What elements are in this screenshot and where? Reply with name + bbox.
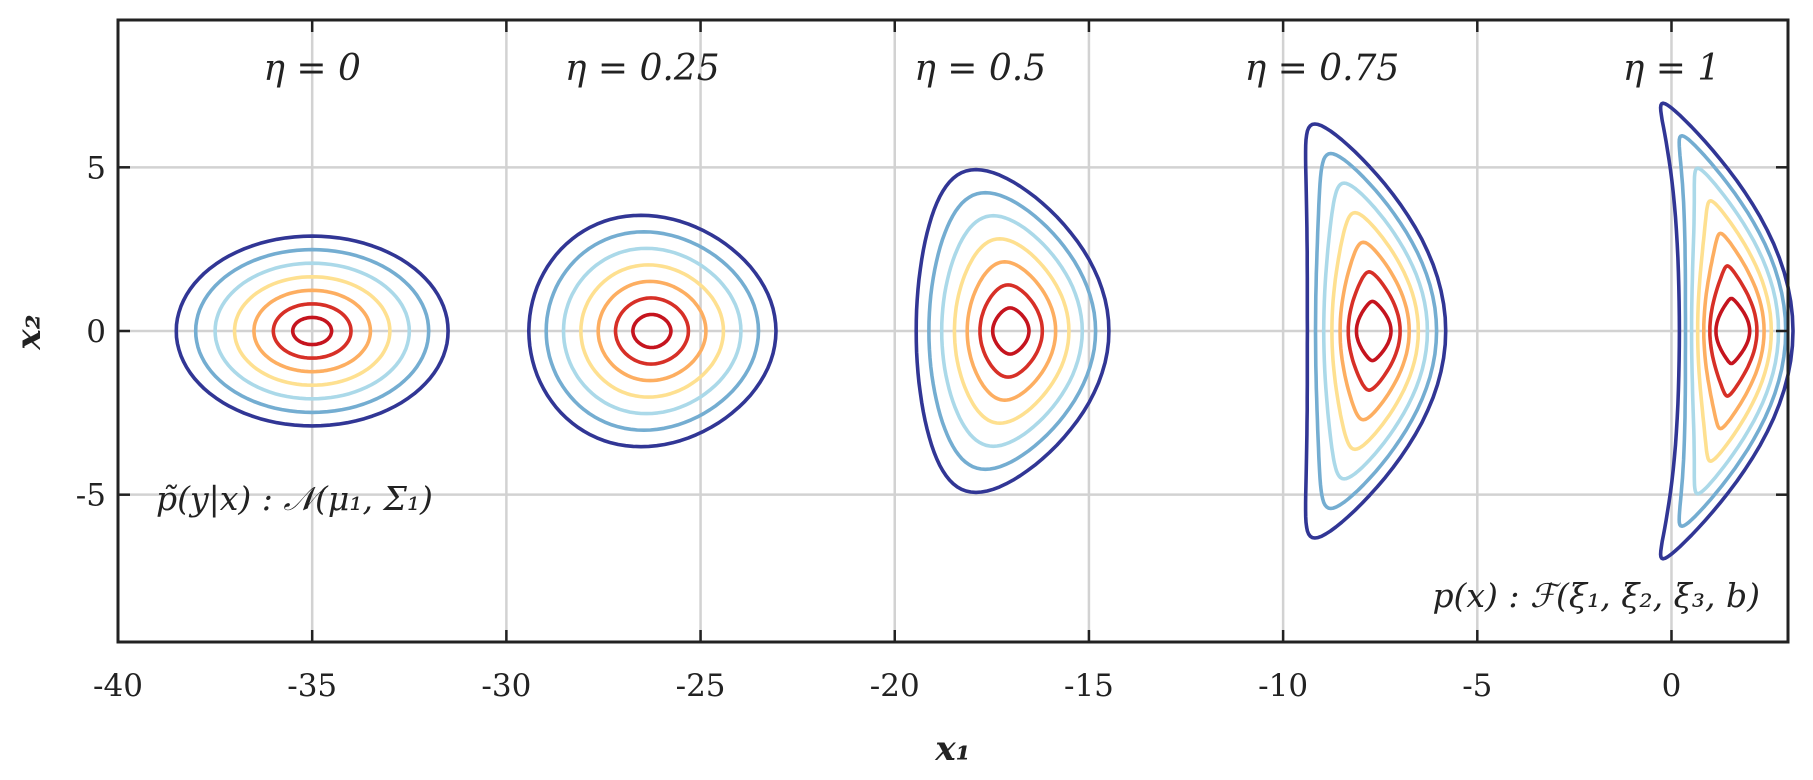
contour-line	[1313, 151, 1439, 511]
contour-line	[1658, 101, 1795, 561]
panel-eta-label: η = 0.75	[1245, 48, 1400, 89]
contour-line	[527, 213, 778, 449]
contour-line	[1346, 270, 1402, 392]
target-distribution-annotation: p(x) : ℱ(ξ₁, ξ₂, ξ₃, b)	[1432, 576, 1760, 615]
contour-line	[579, 263, 726, 399]
panel-eta-label: η = 0.5	[914, 48, 1046, 89]
contour-line	[596, 279, 708, 383]
x-tick-label: -40	[93, 668, 143, 704]
contour-line	[1330, 210, 1421, 452]
x-tick-label: 0	[1662, 668, 1682, 704]
contour-line	[1338, 240, 1411, 422]
x-tick-label: -20	[870, 668, 920, 704]
contour-line	[252, 288, 373, 374]
contour-line	[193, 247, 431, 415]
contour-line	[1714, 296, 1752, 366]
contour-line	[613, 296, 691, 366]
grid-lines	[118, 20, 1788, 642]
contour-line	[232, 275, 392, 387]
contour-line	[914, 167, 1111, 495]
contour-line	[939, 213, 1085, 449]
y-tick-label: 0	[86, 314, 106, 350]
x-tick-label: -35	[287, 668, 337, 704]
panel-eta-label: η = 0.25	[565, 48, 720, 89]
contour-line	[1303, 122, 1448, 540]
axis-ticks: -40 -35 -30 -25 -20 -15 -10 -5 0 -5 0 5	[76, 20, 1788, 704]
contour-line	[1321, 181, 1430, 481]
contour-line	[561, 246, 743, 416]
contour-line	[291, 315, 334, 347]
contour-line	[1689, 166, 1781, 496]
contour-line	[1354, 299, 1393, 363]
x-tick-label: -25	[676, 668, 726, 704]
y-tick-label: 5	[86, 150, 106, 186]
contour-line	[1695, 199, 1774, 463]
contour-panel: η = 0.25	[527, 48, 778, 449]
contour-panel: η = 0.5	[914, 48, 1111, 495]
contour-line	[174, 234, 450, 428]
contour-panel: η = 0.75	[1245, 48, 1448, 540]
x-tick-label: -10	[1258, 668, 1308, 704]
contour-panel: η = 0	[174, 48, 450, 428]
contour-plot-area: η = 0 η = 0.25 η = 0.5 η = 0.75 η = 1	[174, 48, 1795, 561]
contour-line	[271, 302, 353, 360]
panel-eta-label: η = 0	[263, 48, 361, 89]
contour-line	[927, 190, 1098, 472]
contour-line	[952, 237, 1071, 425]
x-axis-label: x₁	[934, 729, 970, 769]
contour-line	[965, 260, 1058, 402]
y-axis-label: x₂	[9, 314, 49, 350]
contour-line	[1702, 231, 1766, 431]
contour-line	[978, 283, 1045, 379]
x-tick-label: -15	[1064, 668, 1114, 704]
contour-line	[1708, 264, 1759, 398]
contour-line	[631, 312, 673, 350]
contour-panel: η = 1	[1623, 48, 1795, 561]
x-tick-label: -30	[481, 668, 531, 704]
panel-eta-label: η = 1	[1623, 48, 1721, 89]
contour-line	[1677, 134, 1788, 528]
y-tick-label: -5	[76, 478, 106, 514]
contour-line	[544, 230, 761, 432]
contour-line	[213, 261, 412, 401]
contour-line	[990, 306, 1031, 356]
source-distribution-annotation: p̃(y|x) : 𝒩(μ₁, Σ₁)	[156, 479, 433, 518]
x-tick-label: -5	[1462, 668, 1492, 704]
